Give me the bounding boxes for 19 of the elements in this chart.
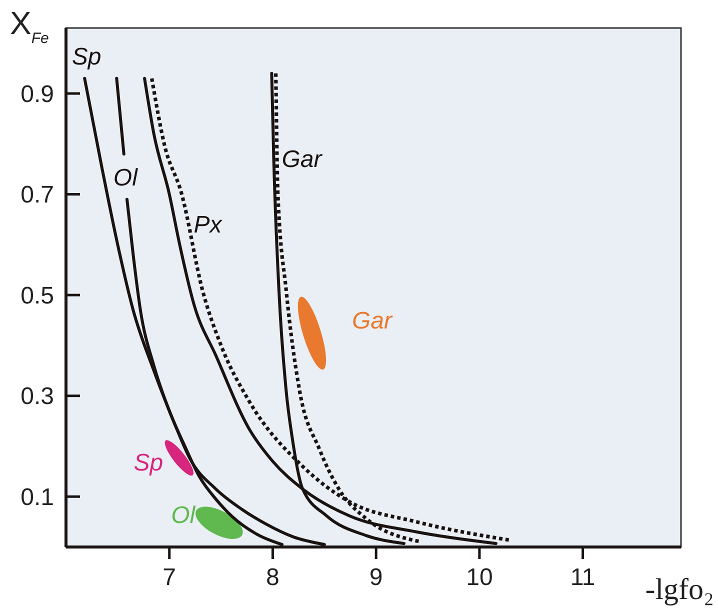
- y-tick-label: 0.5: [20, 282, 54, 310]
- annotation: Ol: [171, 502, 196, 530]
- series-label: Px: [194, 212, 223, 239]
- x-tick-label: 10: [466, 564, 493, 591]
- x-axis-title: -lgfo₂: [645, 573, 714, 606]
- annotation: Sp: [134, 449, 164, 476]
- series-label: Gar: [282, 146, 323, 174]
- series-label: Sp: [72, 43, 102, 70]
- x-tick-label: 7: [162, 564, 176, 591]
- x-tick-label: 9: [369, 564, 383, 591]
- y-tick-label: 0.9: [20, 80, 54, 108]
- annotation: Gar: [352, 308, 393, 335]
- series-label: Ol: [113, 164, 138, 192]
- x-tick-label: 8: [266, 564, 280, 591]
- y-tick-label: 0.3: [20, 383, 54, 410]
- y-tick-label: 0.1: [20, 484, 54, 512]
- y-tick-label: 0.7: [20, 182, 54, 209]
- x-tick-label: 11: [570, 564, 596, 591]
- y-axis-title: X$_{Fe}$: [10, 5, 49, 46]
